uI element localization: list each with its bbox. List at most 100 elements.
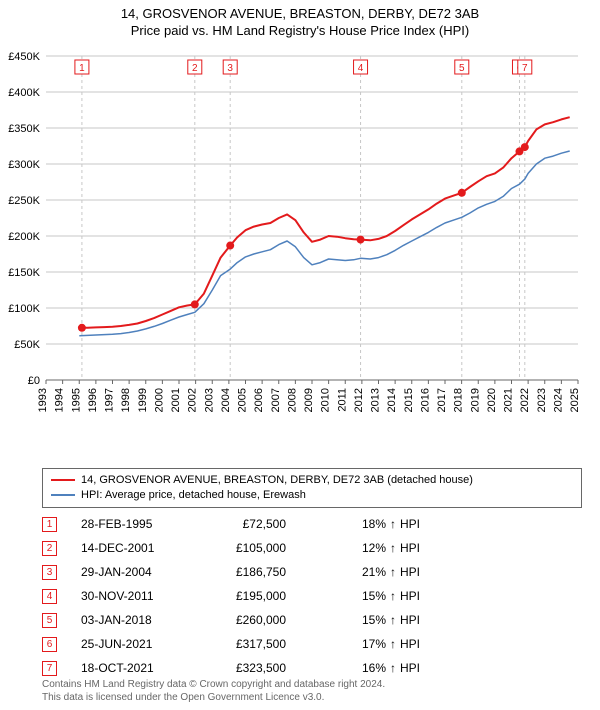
svg-text:£150K: £150K (8, 267, 40, 279)
svg-text:£350K: £350K (8, 123, 40, 135)
svg-text:2002: 2002 (187, 388, 199, 412)
svg-text:2008: 2008 (286, 388, 298, 412)
svg-text:£400K: £400K (8, 87, 40, 99)
sale-hpi-label: HPI (400, 661, 420, 675)
sale-date: 28-FEB-1995 (81, 517, 226, 531)
arrow-up-icon: ↑ (386, 589, 400, 603)
svg-text:£50K: £50K (14, 339, 40, 351)
sale-pct: 16% (336, 661, 386, 675)
sales-table: 128-FEB-1995£72,50018%↑HPI214-DEC-2001£1… (42, 512, 582, 680)
sale-price: £260,000 (226, 613, 336, 627)
svg-text:2023: 2023 (536, 388, 548, 412)
sale-pct: 17% (336, 637, 386, 651)
svg-text:£200K: £200K (8, 231, 40, 243)
svg-text:2021: 2021 (503, 388, 515, 412)
sale-hpi-label: HPI (400, 589, 420, 603)
svg-text:1996: 1996 (87, 388, 99, 412)
svg-text:1993: 1993 (37, 388, 49, 412)
sale-date: 25-JUN-2021 (81, 637, 226, 651)
svg-text:2014: 2014 (386, 388, 398, 412)
svg-text:5: 5 (459, 63, 465, 74)
sale-price: £323,500 (226, 661, 336, 675)
svg-text:2: 2 (192, 63, 198, 74)
sale-hpi-label: HPI (400, 637, 420, 651)
sale-price: £105,000 (226, 541, 336, 555)
svg-text:£300K: £300K (8, 159, 40, 171)
sale-marker: 3 (42, 565, 57, 580)
svg-text:2006: 2006 (253, 388, 265, 412)
svg-text:2013: 2013 (370, 388, 382, 412)
svg-text:2000: 2000 (153, 388, 165, 412)
svg-text:1999: 1999 (137, 388, 149, 412)
svg-text:2001: 2001 (170, 388, 182, 412)
chart-area: £0£50K£100K£150K£200K£250K£300K£350K£400… (42, 50, 582, 430)
sale-date: 03-JAN-2018 (81, 613, 226, 627)
sale-row: 718-OCT-2021£323,50016%↑HPI (42, 656, 582, 680)
svg-text:1995: 1995 (70, 388, 82, 412)
arrow-up-icon: ↑ (386, 517, 400, 531)
sale-date: 14-DEC-2001 (81, 541, 226, 555)
footer: Contains HM Land Registry data © Crown c… (42, 679, 582, 704)
svg-text:2009: 2009 (303, 388, 315, 412)
svg-text:2016: 2016 (419, 388, 431, 412)
svg-text:2007: 2007 (270, 388, 282, 412)
sale-row: 5 03-JAN-2018£260,00015%↑HPI (42, 608, 582, 632)
svg-text:1: 1 (79, 63, 85, 74)
legend-label: 14, GROSVENOR AVENUE, BREASTON, DERBY, D… (81, 473, 473, 488)
svg-text:£250K: £250K (8, 195, 40, 207)
sale-marker: 1 (42, 517, 57, 532)
svg-text:2010: 2010 (320, 388, 332, 412)
svg-text:2012: 2012 (353, 388, 365, 412)
sale-row: 4 30-NOV-2011£195,00015%↑HPI (42, 584, 582, 608)
svg-text:£450K: £450K (8, 51, 40, 63)
sale-row: 625-JUN-2021£317,50017%↑HPI (42, 632, 582, 656)
svg-text:7: 7 (522, 63, 528, 74)
sale-row: 329-JAN-2004£186,75021%↑HPI (42, 560, 582, 584)
sale-pct: 15% (336, 613, 386, 627)
svg-text:2015: 2015 (403, 388, 415, 412)
chart-container: 14, GROSVENOR AVENUE, BREASTON, DERBY, D… (0, 0, 600, 710)
arrow-up-icon: ↑ (386, 613, 400, 627)
chart-svg: £0 £50K £100K £150K £200K £250K £300K £350K £400… (4, 50, 582, 430)
svg-text:£100K: £100K (8, 303, 40, 315)
svg-text:1994: 1994 (54, 388, 66, 412)
sale-marker: 6 (42, 637, 57, 652)
arrow-up-icon: ↑ (386, 565, 400, 579)
sale-price: £195,000 (226, 589, 336, 603)
svg-text:2004: 2004 (220, 388, 232, 412)
sale-price: £186,750 (226, 565, 336, 579)
svg-text:2020: 2020 (486, 388, 498, 412)
sale-marker: 5 (42, 613, 57, 628)
sale-hpi-label: HPI (400, 541, 420, 555)
footer-line-1: Contains HM Land Registry data © Crown c… (42, 679, 582, 692)
legend-label: HPI: Average price, detached house, Erew… (81, 488, 306, 503)
svg-text:2017: 2017 (436, 388, 448, 412)
sale-pct: 18% (336, 517, 386, 531)
sale-pct: 21% (336, 565, 386, 579)
legend-box: 14, GROSVENOR AVENUE, BREASTON, DERBY, D… (42, 468, 582, 508)
arrow-up-icon: ↑ (386, 661, 400, 675)
page-subtitle: Price paid vs. HM Land Registry's House … (0, 23, 600, 38)
sale-date: 30-NOV-2011 (81, 589, 226, 603)
legend-swatch (51, 494, 75, 496)
svg-text:1997: 1997 (104, 388, 116, 412)
svg-text:3: 3 (227, 63, 233, 74)
svg-text:2019: 2019 (469, 388, 481, 412)
svg-text:£0: £0 (28, 375, 40, 387)
sale-marker: 7 (42, 661, 57, 676)
svg-text:2011: 2011 (336, 388, 348, 412)
svg-text:4: 4 (358, 63, 364, 74)
sale-row: 128-FEB-1995£72,50018%↑HPI (42, 512, 582, 536)
svg-text:2005: 2005 (237, 388, 249, 412)
legend-swatch (51, 479, 75, 481)
sale-date: 29-JAN-2004 (81, 565, 226, 579)
svg-text:2003: 2003 (203, 388, 215, 412)
sale-pct: 15% (336, 589, 386, 603)
sale-marker: 4 (42, 589, 57, 604)
svg-text:1998: 1998 (120, 388, 132, 412)
sale-row: 214-DEC-2001£105,00012%↑HPI (42, 536, 582, 560)
sale-price: £317,500 (226, 637, 336, 651)
footer-line-2: This data is licensed under the Open Gov… (42, 692, 582, 705)
title-block: 14, GROSVENOR AVENUE, BREASTON, DERBY, D… (0, 0, 600, 38)
sale-hpi-label: HPI (400, 613, 420, 627)
